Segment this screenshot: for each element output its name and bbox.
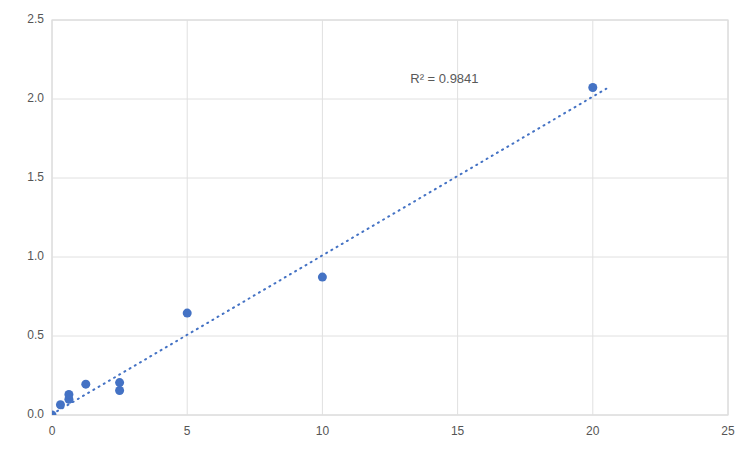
y-tick-label: 1.5 [27,170,44,184]
x-tick-label: 5 [184,424,191,438]
data-area [52,83,606,415]
scatter-point [588,83,597,92]
y-grid-line [52,336,728,337]
x-tick-label: 10 [316,424,330,438]
scatter-point [183,309,192,318]
y-tick-label: 1.0 [27,249,44,263]
y-grid-line [52,20,728,21]
x-tick-label: 25 [721,424,735,438]
y-grid-line [52,415,728,416]
r-squared-annotation: R² = 0.9841 [410,71,478,86]
tick-labels: 0.0 0.5 1.0 1.5 2.0 2.5 0 5 10 15 20 25 [27,12,735,438]
scatter-point [81,380,90,389]
y-tick-label: 0.5 [27,328,44,342]
y-tick-label: 2.0 [27,91,44,105]
y-grid-line [52,257,728,258]
x-grid-line [728,20,729,415]
scatter-point [52,411,57,416]
y-grid-line [52,178,728,179]
x-tick-label: 15 [451,424,465,438]
y-grid-line [52,99,728,100]
scatter-point [115,378,124,387]
x-grid-line [322,20,323,415]
x-tick-label: 20 [586,424,600,438]
x-tick-label: 0 [49,424,56,438]
scatter-point [64,390,73,399]
scatter-point [56,400,65,409]
scatter-point [318,273,327,282]
x-grid-line [592,20,593,415]
y-tick-label: 2.5 [27,12,44,26]
scatter-point [115,386,124,395]
grid [52,20,728,415]
plot-frame [52,20,728,415]
chart-container: 0.0 0.5 1.0 1.5 2.0 2.5 0 5 10 15 20 25 R² = 0.9841 [0,0,752,451]
y-tick-label: 0.0 [27,407,44,421]
x-grid-line [187,20,188,415]
chart-svg: 0.0 0.5 1.0 1.5 2.0 2.5 0 5 10 15 20 25 R² = 0.9841 [0,0,752,451]
x-grid-line [52,20,53,415]
trend-line [52,89,606,415]
